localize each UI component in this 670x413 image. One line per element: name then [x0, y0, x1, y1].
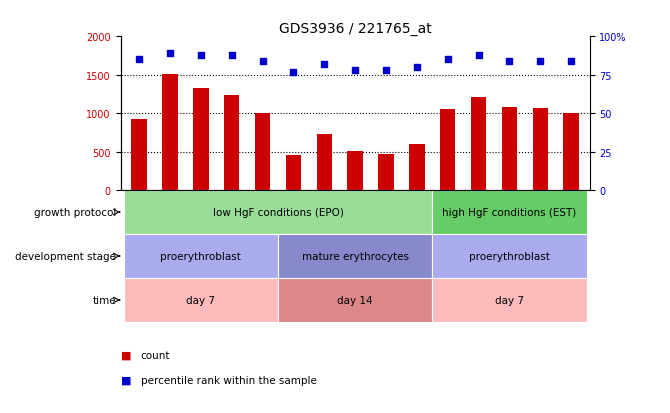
Text: proerythroblast: proerythroblast: [160, 252, 241, 261]
Point: [196, 52, 206, 59]
Point: [535, 58, 545, 65]
Bar: [255, 114, 270, 191]
Bar: [440, 109, 456, 191]
Bar: [162, 75, 178, 191]
Bar: [533, 109, 548, 191]
Title: GDS3936 / 221765_at: GDS3936 / 221765_at: [279, 22, 431, 36]
Point: [442, 57, 453, 64]
Text: growth protocol: growth protocol: [34, 208, 116, 218]
Text: day 7: day 7: [186, 295, 215, 305]
Bar: [124, 235, 278, 278]
Text: low HgF conditions (EPO): low HgF conditions (EPO): [212, 208, 344, 218]
Point: [381, 68, 391, 74]
Point: [288, 69, 299, 76]
Point: [565, 58, 576, 65]
Point: [226, 52, 237, 59]
Point: [134, 57, 145, 64]
Bar: [471, 98, 486, 191]
Point: [350, 68, 360, 74]
Bar: [379, 154, 394, 191]
Point: [319, 62, 330, 68]
Bar: [347, 152, 363, 191]
Bar: [124, 278, 278, 322]
Bar: [432, 278, 586, 322]
Bar: [285, 155, 301, 191]
Bar: [432, 235, 586, 278]
Text: high HgF conditions (EST): high HgF conditions (EST): [442, 208, 576, 218]
Point: [504, 58, 515, 65]
Point: [257, 58, 268, 65]
Text: time: time: [92, 295, 116, 305]
Bar: [432, 191, 586, 235]
Point: [165, 51, 176, 57]
Bar: [502, 108, 517, 191]
Text: ■: ■: [121, 350, 131, 360]
Point: [411, 64, 422, 71]
Bar: [563, 114, 579, 191]
Text: mature erythrocytes: mature erythrocytes: [302, 252, 409, 261]
Text: day 14: day 14: [337, 295, 373, 305]
Text: development stage: development stage: [15, 252, 116, 261]
Bar: [316, 135, 332, 191]
Bar: [124, 191, 432, 235]
Text: percentile rank within the sample: percentile rank within the sample: [141, 375, 316, 385]
Bar: [131, 119, 147, 191]
Bar: [278, 278, 432, 322]
Text: day 7: day 7: [495, 295, 524, 305]
Text: count: count: [141, 350, 170, 360]
Text: proerythroblast: proerythroblast: [469, 252, 550, 261]
Bar: [409, 145, 425, 191]
Text: ■: ■: [121, 375, 131, 385]
Bar: [193, 88, 208, 191]
Bar: [224, 95, 239, 191]
Bar: [278, 235, 432, 278]
Point: [473, 52, 484, 59]
